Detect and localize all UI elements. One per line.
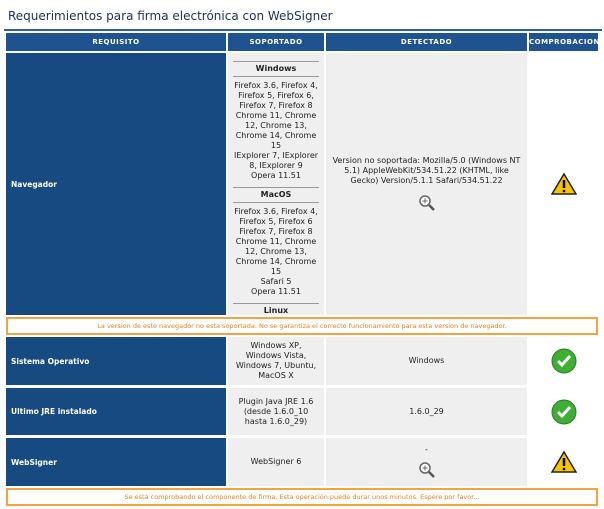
browser-list: IExplorer 7, IExplorer 8, IExplorer 9 [233, 151, 319, 170]
os-section: MacOS Firefox 3.6, Firefox 4, Firefox 5, … [233, 181, 319, 297]
detected-text: - [425, 445, 428, 454]
warning-icon [550, 172, 577, 195]
supported-cell: WebSigner 6 [228, 438, 324, 486]
column-header: COMPROBACION [529, 33, 599, 51]
column-header: REQUISITO [6, 33, 226, 51]
ok-icon [551, 348, 576, 374]
warning-icon [550, 450, 577, 473]
column-header: DETECTADO [326, 33, 527, 51]
browser-list: Firefox 3.6, Firefox 4, Firefox 5, Firef… [234, 207, 318, 226]
browser-list: Opera 11.51 [251, 171, 301, 180]
supported-list: Windows Firefox 3.6, Firefox 4, Firefox 5… [228, 53, 324, 315]
status-cell [529, 53, 598, 315]
browser-list: Chrome 11, Chrome 12, Chrome 13, Chrome … [235, 237, 317, 276]
page-title: Requerimientos para firma electrónica co… [8, 9, 333, 23]
status-cell [529, 337, 598, 385]
os-name: Windows [233, 61, 319, 77]
detected-text: Version no soportada: Mozilla/5.0 (Windo… [332, 156, 521, 185]
supported-cell: Plugin Java JRE 1.6 (desde 1.6.0_10 hast… [228, 388, 324, 435]
status-cell [529, 438, 598, 486]
zoom-icon[interactable] [418, 194, 436, 212]
row-label: Navegador [6, 53, 226, 315]
title-rule [4, 29, 602, 31]
detected-cell: - [326, 438, 527, 486]
os-name: Linux [233, 303, 319, 315]
column-header: SOPORTADO [228, 33, 324, 51]
supported-cell: Windows XP, Windows Vista, Windows 7, Ub… [228, 337, 324, 385]
os-section: Windows Firefox 3.6, Firefox 4, Firefox 5… [233, 55, 319, 181]
row-label: Ultimo JRE instalado [6, 388, 226, 435]
status-cell [529, 388, 598, 435]
browser-list: Chrome 11, Chrome 12, Chrome 13, Chrome … [235, 111, 317, 150]
detected-cell: 1.6.0_29 [326, 388, 527, 435]
browser-list: Opera 11.51 [251, 287, 301, 296]
ok-icon [551, 399, 576, 424]
row-label: Sistema Operativo [6, 337, 226, 385]
browser-list: Firefox 7, Firefox 8 [239, 227, 313, 236]
warning-message: La version de este navegador no esta sop… [6, 317, 598, 335]
browser-list: Firefox 3.6, Firefox 4, Firefox 5, Firef… [234, 81, 318, 110]
detected-cell: Windows [326, 337, 527, 385]
os-section: LinuxFirefox 3.6, Firefox 4, Firefox 5, … [233, 297, 319, 315]
browser-list: Safari 5 [260, 277, 292, 286]
detected-cell: Version no soportada: Mozilla/5.0 (Windo… [326, 53, 527, 315]
info-message: Se está comprobando el componente de fir… [6, 488, 598, 506]
row-label: WebSigner [6, 438, 226, 486]
os-name: MacOS [233, 187, 319, 203]
zoom-icon[interactable] [418, 461, 436, 479]
